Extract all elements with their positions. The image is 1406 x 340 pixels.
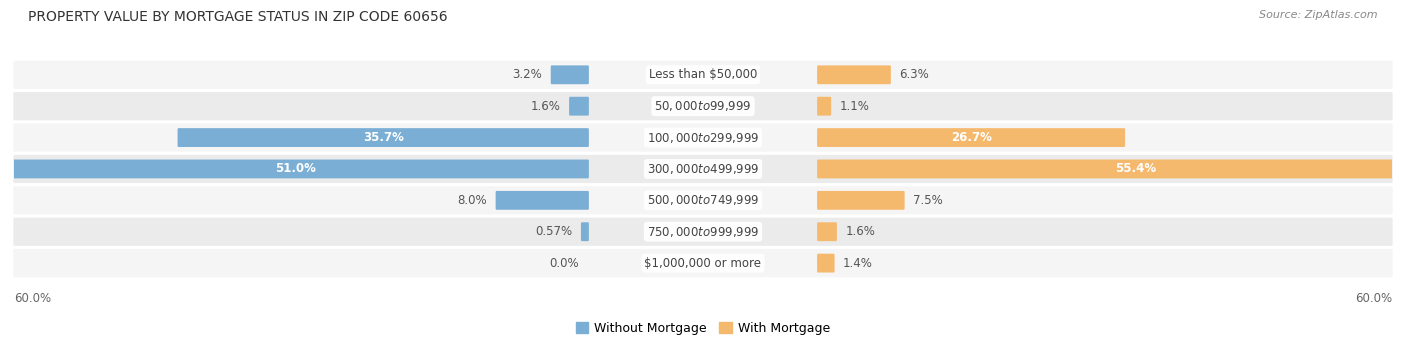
Text: $100,000 to $299,999: $100,000 to $299,999 — [647, 131, 759, 144]
Text: 55.4%: 55.4% — [1115, 163, 1157, 175]
Text: 1.1%: 1.1% — [839, 100, 869, 113]
FancyBboxPatch shape — [14, 92, 1392, 120]
Text: Less than $50,000: Less than $50,000 — [648, 68, 758, 81]
FancyBboxPatch shape — [551, 65, 589, 84]
FancyBboxPatch shape — [817, 159, 1406, 178]
FancyBboxPatch shape — [817, 222, 837, 241]
FancyBboxPatch shape — [581, 222, 589, 241]
FancyBboxPatch shape — [569, 97, 589, 116]
FancyBboxPatch shape — [14, 123, 1392, 152]
FancyBboxPatch shape — [14, 61, 1392, 89]
Text: 60.0%: 60.0% — [14, 292, 51, 305]
Legend: Without Mortgage, With Mortgage: Without Mortgage, With Mortgage — [571, 317, 835, 340]
FancyBboxPatch shape — [14, 186, 1392, 215]
Text: $750,000 to $999,999: $750,000 to $999,999 — [647, 225, 759, 239]
FancyBboxPatch shape — [817, 97, 831, 116]
FancyBboxPatch shape — [817, 65, 891, 84]
Text: 1.4%: 1.4% — [844, 257, 873, 270]
Text: 26.7%: 26.7% — [950, 131, 991, 144]
Text: $1,000,000 or more: $1,000,000 or more — [644, 257, 762, 270]
Text: Source: ZipAtlas.com: Source: ZipAtlas.com — [1260, 10, 1378, 20]
Text: 3.2%: 3.2% — [513, 68, 543, 81]
Text: 51.0%: 51.0% — [276, 163, 316, 175]
FancyBboxPatch shape — [817, 191, 904, 210]
FancyBboxPatch shape — [14, 249, 1392, 277]
Text: 35.7%: 35.7% — [363, 131, 404, 144]
FancyBboxPatch shape — [177, 128, 589, 147]
FancyBboxPatch shape — [817, 128, 1125, 147]
Text: $300,000 to $499,999: $300,000 to $499,999 — [647, 162, 759, 176]
FancyBboxPatch shape — [1, 159, 589, 178]
FancyBboxPatch shape — [817, 254, 835, 273]
FancyBboxPatch shape — [14, 218, 1392, 246]
Text: 1.6%: 1.6% — [530, 100, 561, 113]
Text: 60.0%: 60.0% — [1355, 292, 1392, 305]
Text: $500,000 to $749,999: $500,000 to $749,999 — [647, 193, 759, 207]
Text: 1.6%: 1.6% — [845, 225, 876, 238]
Text: 0.57%: 0.57% — [536, 225, 572, 238]
FancyBboxPatch shape — [496, 191, 589, 210]
Text: 8.0%: 8.0% — [457, 194, 486, 207]
Text: 6.3%: 6.3% — [900, 68, 929, 81]
Text: 7.5%: 7.5% — [912, 194, 943, 207]
Text: 0.0%: 0.0% — [550, 257, 579, 270]
Text: PROPERTY VALUE BY MORTGAGE STATUS IN ZIP CODE 60656: PROPERTY VALUE BY MORTGAGE STATUS IN ZIP… — [28, 10, 447, 24]
Text: $50,000 to $99,999: $50,000 to $99,999 — [654, 99, 752, 113]
FancyBboxPatch shape — [14, 155, 1392, 183]
